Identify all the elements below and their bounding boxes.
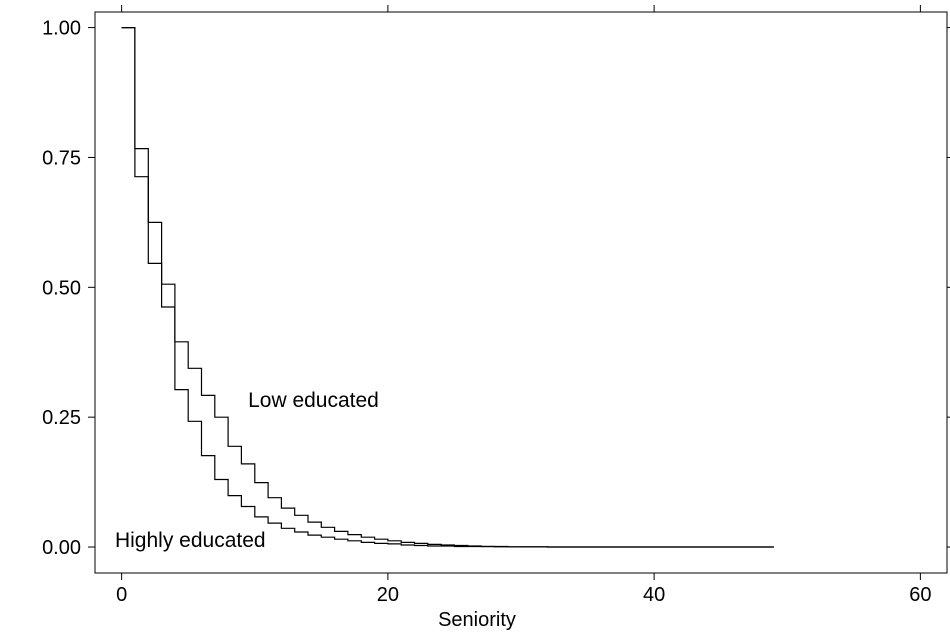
y-tick-label: 0.00 [42, 537, 81, 559]
y-tick-label: 0.25 [42, 407, 81, 429]
x-tick-label: 40 [643, 584, 665, 606]
y-tick-label: 0.50 [42, 277, 81, 299]
x-axis-title: Seniority [438, 609, 516, 631]
y-axis: 0.00 0.25 0.50 0.75 1.00 [42, 18, 950, 559]
y-tick-label: 0.75 [42, 147, 81, 169]
plot-frame [94, 11, 948, 574]
series-layer [121, 27, 774, 548]
annotation-highly-educated: Highly educated [115, 529, 266, 552]
x-axis: 0 20 40 60 [116, 5, 932, 606]
x-tick-label: 20 [377, 584, 399, 606]
x-tick-label: 60 [909, 584, 931, 606]
series-0-step-line [121, 27, 774, 548]
annotation-low-educated: Low educated [248, 389, 379, 412]
y-tick-label: 1.00 [42, 18, 81, 40]
series-1-step-line [121, 27, 774, 548]
x-tick-label: 0 [116, 584, 127, 606]
